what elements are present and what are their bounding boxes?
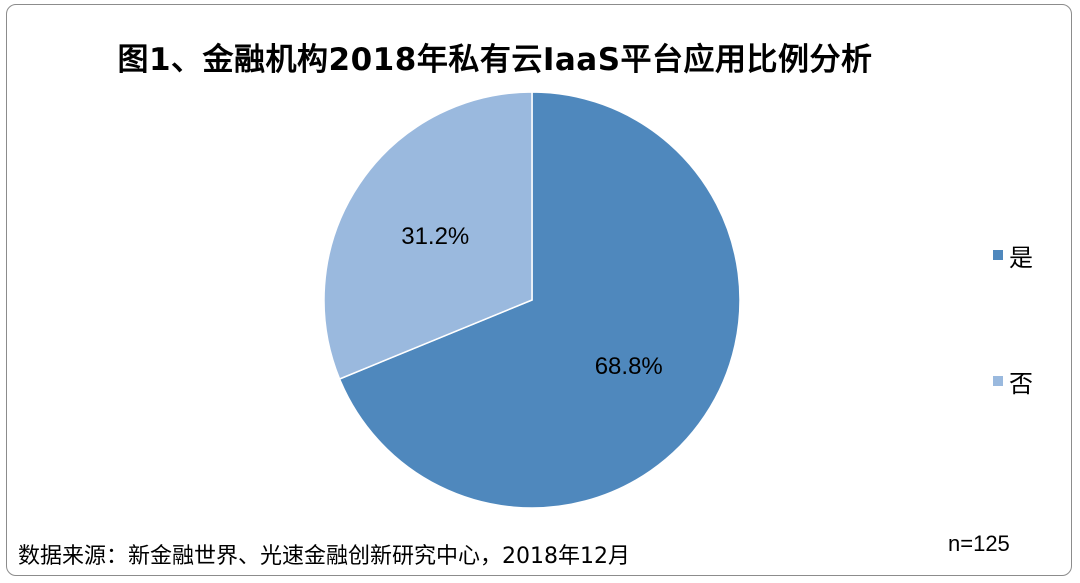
legend-item-yes: 是 (993, 240, 1033, 272)
data-label-yes: 68.8% (595, 353, 663, 380)
pie-slice-no (323, 91, 533, 380)
sample-size: n=125 (948, 531, 1010, 556)
legend-label-yes: 是 (1009, 243, 1033, 272)
data-label-no: 31.2% (401, 223, 469, 250)
source-note: 数据来源：新金融世界、光速金融创新研究中心，2018年12月 (18, 544, 630, 569)
chart-title: 图1、金融机构2018年私有云IaaS平台应用比例分析 (117, 42, 873, 78)
legend-label-no: 否 (1009, 369, 1033, 398)
legend-item-no: 否 (993, 366, 1033, 398)
legend-swatch-yes (993, 250, 1003, 260)
pie-slice-yes (338, 91, 741, 509)
legend: 是 否 (993, 240, 1033, 398)
legend-swatch-no (993, 376, 1003, 386)
